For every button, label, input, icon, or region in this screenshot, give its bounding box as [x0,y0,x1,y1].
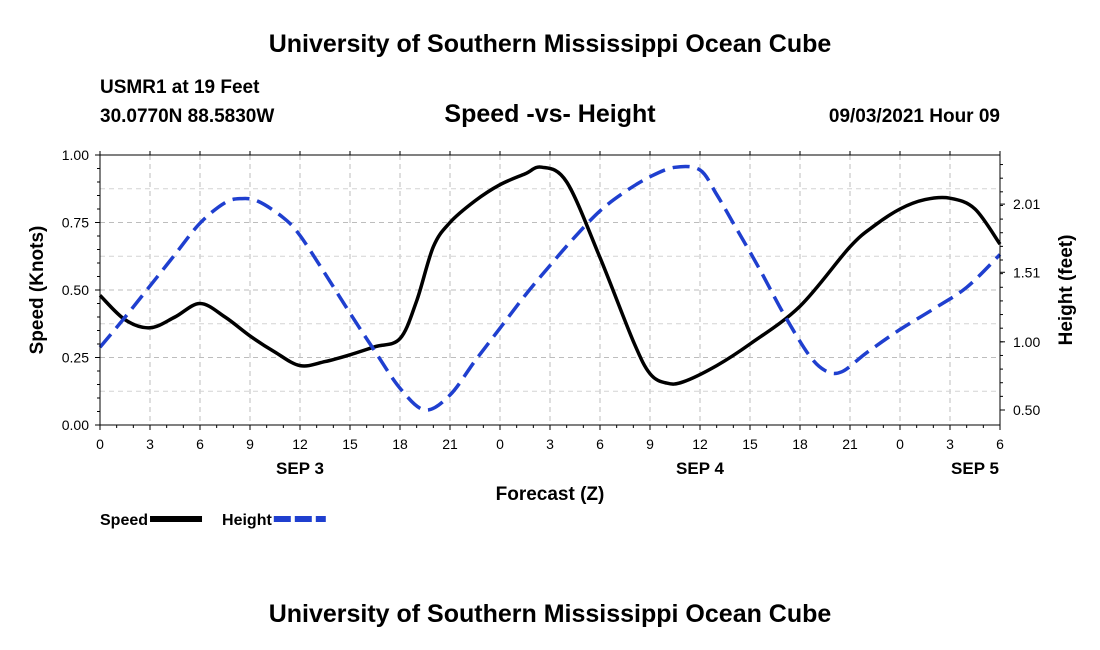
x-tick-label: 0 [96,436,104,452]
chart-grid [99,154,1001,426]
y2-tick-label: 0.50 [1013,402,1040,418]
chart-series [98,164,1002,412]
y-tick-label: 0.00 [62,417,89,433]
x-tick-label: 3 [146,436,154,452]
x-tick-label: 6 [196,436,204,452]
chart-legend: Speed Height [100,512,326,529]
y2-tick-label: 1.00 [1013,334,1040,350]
x-tick-label: 15 [342,436,358,452]
x-tick-label: 6 [996,436,1004,452]
y-tick-label: 1.00 [62,147,89,163]
x-tick-label: 3 [546,436,554,452]
x-tick-label: 9 [646,436,654,452]
x-tick-label: 21 [842,436,858,452]
series-line-speed [98,165,1002,386]
x-tick-label: 0 [496,436,504,452]
y-tick-label: 0.50 [62,282,89,298]
x-tick-label: 0 [896,436,904,452]
x-tick-label: 9 [246,436,254,452]
x-tick-label: 6 [596,436,604,452]
x-axis-title: Forecast (Z) [496,484,605,505]
y2-tick-label: 1.51 [1013,264,1040,280]
date-label: SEP 5 [951,459,999,478]
legend-label-speed: Speed [100,512,148,529]
footer-title: University of Southern Mississippi Ocean… [268,600,832,628]
y2-tick-label: 2.01 [1013,196,1040,212]
chart-axes: 0 3 6 9 12 15 18 21 0 3 6 9 12 15 18 21 0 3 6 SEP 3 SEP 4 SEP… [27,147,1077,505]
legend-label-height: Height [222,512,272,529]
x-tick-label: 3 [946,436,954,452]
y-tick-label: 0.25 [62,350,89,366]
y-tick-label: 0.75 [62,215,89,231]
x-tick-label: 21 [442,436,458,452]
y-axis-title: Speed (Knots) [27,226,48,355]
x-tick-label: 18 [792,436,808,452]
x-tick-label: 12 [292,436,308,452]
station-coords: 30.0770N 88.5830W [100,106,275,127]
x-tick-label: 18 [392,436,408,452]
y2-axis-title: Height (feet) [1056,235,1077,346]
x-tick-label: 12 [692,436,708,452]
date-label: SEP 4 [676,459,724,478]
chart-title: Speed -vs- Height [444,100,656,128]
station-label: USMR1 at 19 Feet [100,77,260,98]
date-label: SEP 3 [276,459,324,478]
page-title: University of Southern Mississippi Ocean… [268,30,832,58]
forecast-datetime: 09/03/2021 Hour 09 [828,106,1000,127]
x-tick-label: 15 [742,436,758,452]
series-line-height [98,164,1002,412]
